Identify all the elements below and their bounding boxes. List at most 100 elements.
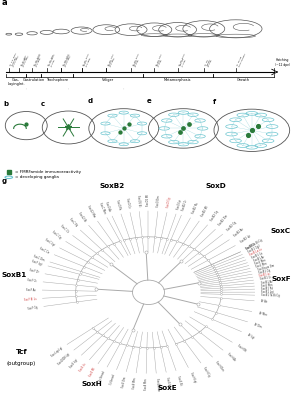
Text: Sox2 Mm: Sox2 Mm [261,283,273,288]
Text: SoxB1 Ac: SoxB1 Ac [260,279,272,284]
Text: SoxD: SoxD [205,183,226,189]
Text: Sox3 Mm: Sox3 Mm [254,258,266,266]
Text: SoxH Cg: SoxH Cg [202,366,211,377]
Text: e: e [147,98,152,104]
Text: SoxB1 Lgi: SoxB1 Lgi [261,290,274,294]
Text: Sox8 Mm: Sox8 Mm [144,378,148,390]
Text: SoxF Lgi: SoxF Lgi [31,259,43,266]
Text: Tcf Mm: Tcf Mm [257,311,267,317]
Text: Trochophore: Trochophore [46,78,68,82]
Text: SoxH Ml: SoxH Ml [236,344,247,353]
Text: SoxC Pd: SoxC Pd [68,217,78,228]
Text: a: a [1,0,7,7]
Text: Sox Mb: Sox Mb [245,243,255,251]
Text: d: d [87,98,92,104]
Text: SoxB2 Ml: SoxB2 Ml [200,206,210,218]
Text: SoxB2 Pa: SoxB2 Pa [191,202,199,214]
Text: SoxF Dr: SoxF Dr [29,268,39,275]
Text: Veliger: Veliger [102,78,114,82]
Text: SoxD Ac: SoxD Ac [105,201,112,212]
Text: SoxD2 Bi: SoxD2 Bi [136,195,141,207]
Text: c: c [41,101,45,107]
Text: SoxB1 Ls: SoxB1 Ls [259,272,271,278]
Text: SoxC Ce: SoxC Ce [39,246,50,254]
Text: = developing ganglia: = developing ganglia [15,175,59,179]
Text: b: b [4,101,9,107]
Text: SoxE Dm: SoxE Dm [121,376,127,388]
Text: SoxB1 Ta Bi Cg: SoxB1 Ta Bi Cg [261,293,280,298]
Text: SoxC Cg: SoxC Cg [51,230,62,240]
Text: SoxD2 Ml: SoxD2 Ml [146,195,151,206]
Text: SoxF Cg: SoxF Cg [27,305,38,311]
Text: Tcf: Tcf [15,349,27,355]
Text: Ct Smed: Ct Smed [110,374,116,385]
Text: Tcf Lgi: Tcf Lgi [246,332,255,340]
Text: SoxB2 Ac: SoxB2 Ac [233,227,244,238]
Text: St. 20, Late
Trochophore
(3-3.5 dpe): St. 20, Late Trochophore (3-3.5 dpe) [63,53,72,67]
Text: SoxE Lgi: SoxE Lgi [69,358,79,368]
Text: SoxB2 Cq: SoxB2 Cq [209,210,219,222]
Text: Tcf Ac: Tcf Ac [260,299,268,304]
Text: = FMRFamide immunoreactivity: = FMRFamide immunoreactivity [15,170,81,174]
Text: St. 25, Early
Caecum
(7 dpe): St. 25, Early Caecum (7 dpe) [179,53,188,67]
Text: Sox9 Mm: Sox9 Mm [132,378,138,389]
Text: SoxF Ct: SoxF Ct [27,278,37,283]
Text: St. 24, Late
Veliger
(7 dpe): St. 24, Late Veliger (7 dpe) [156,54,165,67]
Text: Fy Smed: Fy Smed [99,371,107,382]
Text: Sox10 Mm: Sox10 Mm [155,378,159,391]
Text: Sox12 Bi: Sox12 Bi [77,211,87,222]
Text: SoxB2 Lp: SoxB2 Lp [239,234,251,244]
Text: St. 23, Early
Veliger
(5 dpe): St. 23, Early Veliger (5 dpe) [132,53,142,67]
Text: Sox12 Mm: Sox12 Mm [86,204,96,218]
Text: St. 18, Early
Trochophore
(2.5 dpe): St. 18, Early Trochophore (2.5 dpe) [34,53,43,67]
Text: St. 19, Mid
Trochophore
(3 dpe): St. 19, Mid Trochophore (3 dpe) [48,53,58,67]
Text: SoxD Cr: SoxD Cr [125,198,131,208]
Text: SoxH Dm: SoxH Dm [215,360,225,372]
Text: SoxNeuro Dm: SoxNeuro Dm [257,264,274,272]
Text: SoxE Ls: SoxE Ls [79,363,88,373]
Text: SoxH Lgi: SoxH Lgi [189,371,197,383]
Text: SoxB1 Ca: SoxB1 Ca [251,251,263,260]
Text: SoxB1 Pd: SoxB1 Pd [261,286,273,291]
Text: SoxD Pa: SoxD Pa [115,199,121,210]
Text: SoxH: SoxH [81,382,102,388]
Text: Sox1 Mm: Sox1 Mm [255,262,268,269]
Text: SoxB2 Dm: SoxB2 Dm [218,214,229,227]
Text: SoxB1 Ar: SoxB1 Ar [252,255,265,263]
Text: St. 26-28,
Early Growth: St. 26-28, Early Growth [237,53,246,67]
Text: St. 21, Early
Veliger
(3.5 dpe): St. 21, Early Veliger (3.5 dpe) [83,53,92,67]
Text: SoxE Ml: SoxE Ml [89,367,97,378]
Text: SoxE Bi: SoxE Bi [176,375,182,385]
Text: SoxB1 Cg2: SoxB1 Cg2 [247,244,261,254]
Text: SoxF Ac: SoxF Ac [26,288,36,292]
Text: SoxC Ct: SoxC Ct [60,224,69,234]
Text: Metamorphosis: Metamorphosis [164,78,191,82]
Text: St. 2, Late
Cleavage
(2-2.5 dpe): St. 2, Late Cleavage (2-2.5 dpe) [20,54,29,67]
Text: Sox Lsp Lgi: Sox Lsp Lgi [50,346,64,358]
Text: SoxH Ac: SoxH Ac [226,352,236,362]
Text: SoxC: SoxC [271,228,291,234]
Text: Hatching
(~12 dpe): Hatching (~12 dpe) [275,58,290,67]
Text: SoxB2 Cg: SoxB2 Cg [226,221,237,232]
Text: SoxE Ac: SoxE Ac [165,377,171,387]
Text: SoxC Lgi: SoxC Lgi [44,238,56,247]
Text: SoxB1 Ct: SoxB1 Ct [260,276,271,281]
Text: Gas-
LayingInt.: Gas- LayingInt. [7,78,25,86]
Text: SoxB2: SoxB2 [99,183,125,189]
Text: f: f [213,98,216,104]
Text: SoxC Mm: SoxC Mm [98,202,106,214]
Text: (outgroup): (outgroup) [7,361,36,366]
Text: SoxD Lp: SoxD Lp [176,199,182,210]
Text: Growth: Growth [237,78,249,82]
Text: SoxB2 Ta Bi Cg: SoxB2 Ta Bi Cg [245,238,263,251]
Text: Tcf Dm: Tcf Dm [253,322,262,328]
Text: St. 26,
Metam.
(8 dpe): St. 26, Metam. (8 dpe) [205,58,213,67]
Text: SoxE: SoxE [158,385,177,391]
Text: SoxF: SoxF [271,276,291,282]
Text: Gastrulation: Gastrulation [23,78,45,82]
Text: SoxB1-a Ls: SoxB1-a Ls [249,247,263,257]
Text: SoxD Dm: SoxD Dm [156,195,161,207]
Text: SoxF Bi Ls: SoxF Bi Ls [23,297,36,302]
Text: SoxC Dm: SoxC Dm [33,254,45,262]
Text: Sox1008 Lgi: Sox1008 Lgi [57,352,71,366]
